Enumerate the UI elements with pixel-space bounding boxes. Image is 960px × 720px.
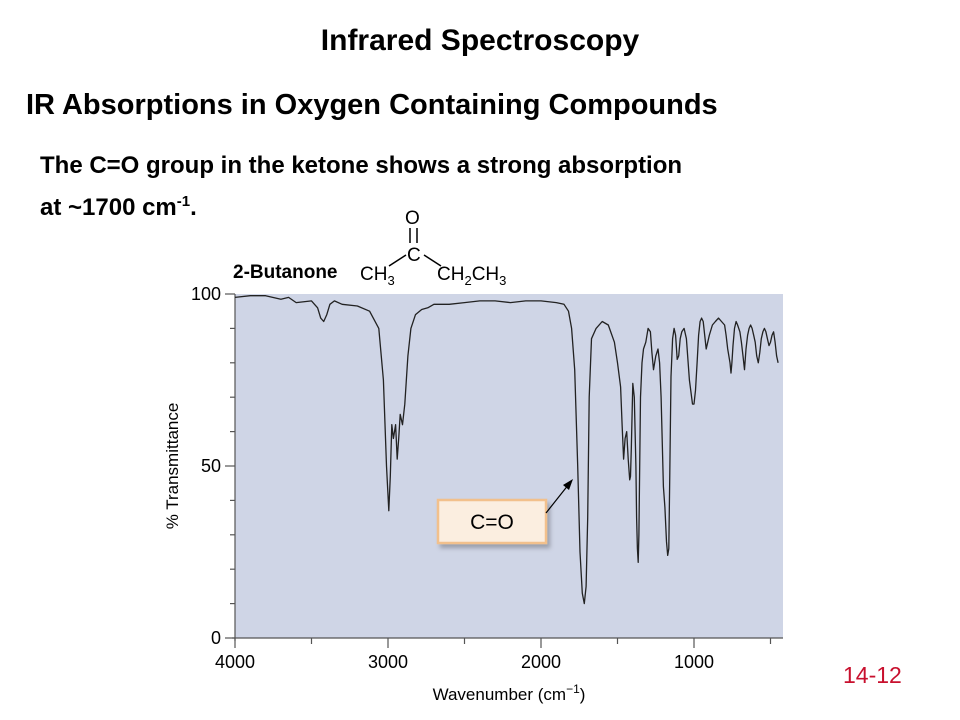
compound-name: 2-Butanone <box>233 262 338 283</box>
ethyl-group: CH2CH3 <box>437 264 506 288</box>
slide-subtitle: IR Absorptions in Oxygen Containing Comp… <box>26 89 718 121</box>
x-tick-label: 4000 <box>215 652 255 672</box>
description-text: at ~1700 cm <box>40 194 177 221</box>
y-axis-title: % Transmittance <box>163 403 182 530</box>
callout-arrow <box>545 483 570 514</box>
x-axis-title: Wavenumber (cm−1) <box>433 682 586 704</box>
callout-label: C=O <box>470 511 514 534</box>
slide-number: 14-12 <box>843 662 902 688</box>
carbonyl-oxygen: O <box>405 208 420 229</box>
bond-left <box>388 254 407 267</box>
y-tick-label: 0 <box>211 628 221 648</box>
methyl-group: CH3 <box>360 264 395 288</box>
y-tick-label: 100 <box>191 284 221 304</box>
spectrum-line <box>234 295 779 605</box>
carbonyl-carbon: C <box>407 245 421 266</box>
description-line-1: The C=O group in the ketone shows a stro… <box>40 152 683 179</box>
x-tick-label: 2000 <box>521 652 561 672</box>
description-superscript: -1 <box>176 193 191 210</box>
callout-box <box>436 498 548 545</box>
callout-arrowhead <box>563 479 573 490</box>
description-period: . <box>190 194 197 221</box>
plot-area <box>235 294 783 638</box>
slide-description: The C=O group in the ketone shows a stro… <box>40 145 920 229</box>
bond-right <box>423 254 442 267</box>
description-line-2: at ~1700 cm-1. <box>40 187 920 229</box>
x-tick-label: 1000 <box>674 652 714 672</box>
y-tick-label: 50 <box>201 456 221 476</box>
slide-title: Infrared Spectroscopy <box>320 24 640 57</box>
x-tick-label: 3000 <box>368 652 408 672</box>
